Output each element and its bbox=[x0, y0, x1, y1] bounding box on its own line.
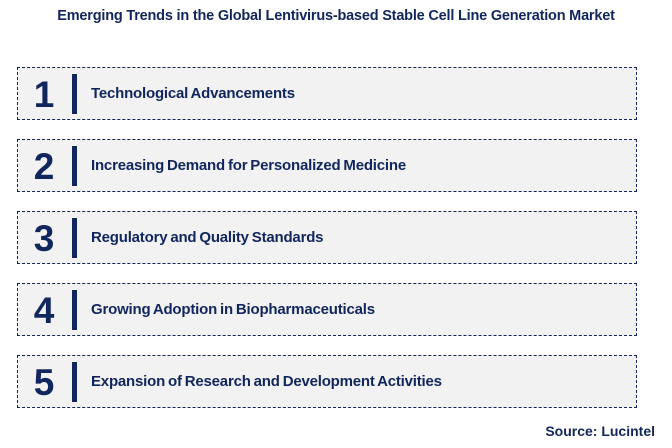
trend-label: Regulatory and Quality Standards bbox=[91, 229, 324, 246]
trend-row-3: 3 Regulatory and Quality Standards bbox=[17, 211, 637, 264]
trend-row-4: 4 Growing Adoption in Biopharmaceuticals bbox=[17, 283, 637, 336]
trend-number: 1 bbox=[33, 73, 55, 115]
source-attribution: Source: Lucintel bbox=[545, 423, 655, 439]
trend-row-2: 2 Increasing Demand for Personalized Med… bbox=[17, 139, 637, 192]
trend-row-1: 1 Technological Advancements bbox=[17, 67, 637, 120]
trend-label: Growing Adoption in Biopharmaceuticals bbox=[91, 301, 375, 318]
vertical-divider-bar bbox=[72, 289, 77, 330]
trend-number: 5 bbox=[33, 361, 55, 403]
vertical-divider-bar bbox=[72, 361, 77, 402]
trend-number: 2 bbox=[33, 145, 55, 187]
trend-number: 3 bbox=[33, 217, 55, 259]
trend-list: 1 Technological Advancements 2 Increasin… bbox=[17, 67, 637, 408]
trend-row-5: 5 Expansion of Research and Development … bbox=[17, 355, 637, 408]
vertical-divider-bar bbox=[72, 217, 77, 258]
trend-label: Expansion of Research and Development Ac… bbox=[91, 373, 442, 390]
trend-number: 4 bbox=[33, 289, 55, 331]
page-title: Emerging Trends in the Global Lentivirus… bbox=[57, 8, 615, 24]
vertical-divider-bar bbox=[72, 145, 77, 186]
trend-label: Increasing Demand for Personalized Medic… bbox=[91, 157, 406, 174]
vertical-divider-bar bbox=[72, 73, 77, 114]
trend-label: Technological Advancements bbox=[91, 85, 295, 102]
